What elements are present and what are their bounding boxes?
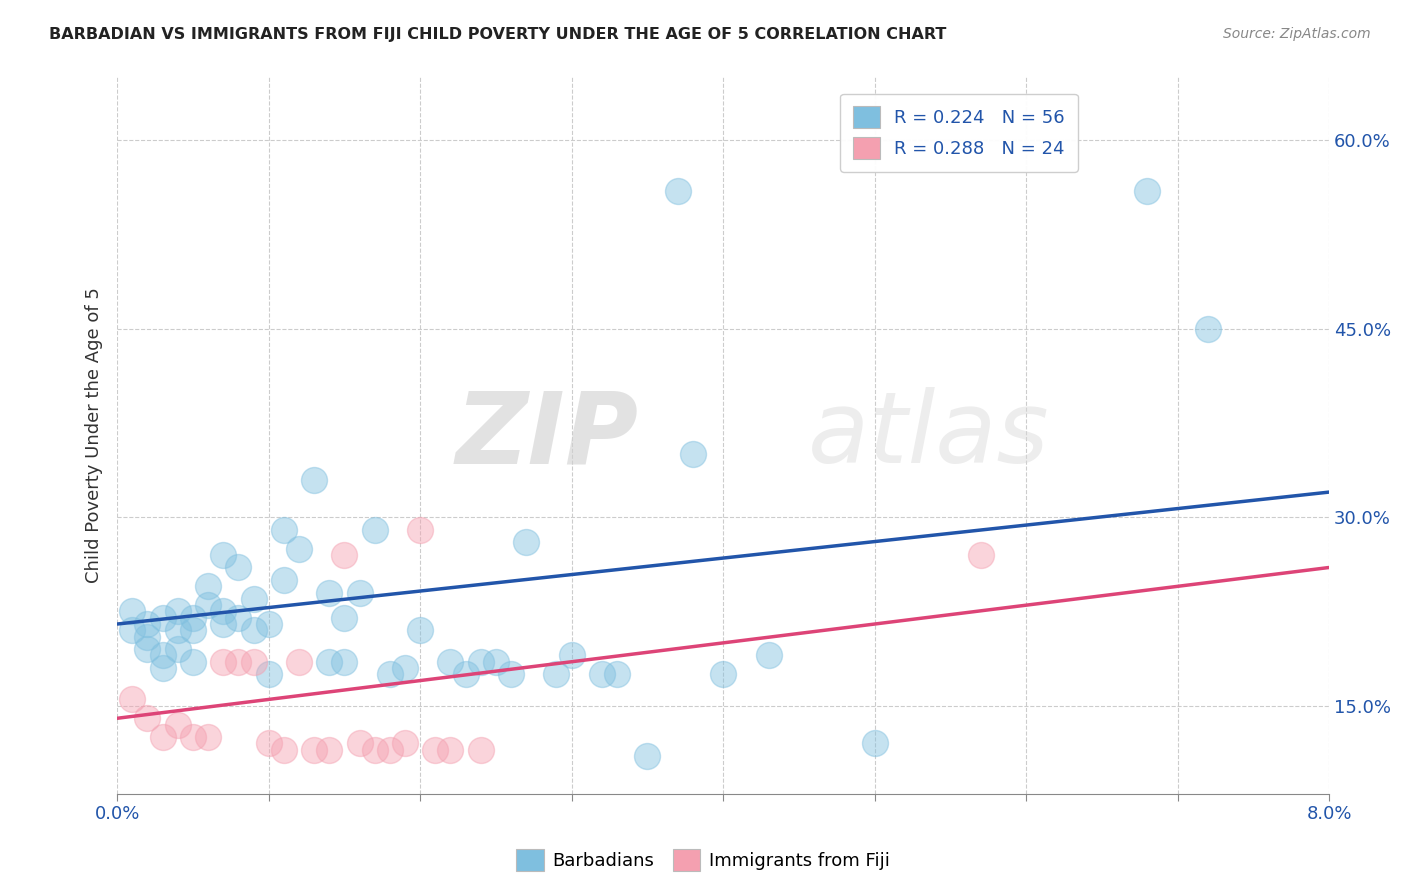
Point <box>273 523 295 537</box>
Point <box>499 667 522 681</box>
Y-axis label: Child Poverty Under the Age of 5: Child Poverty Under the Age of 5 <box>86 287 103 583</box>
Point <box>152 648 174 663</box>
Point <box>136 642 159 657</box>
Point <box>166 642 188 657</box>
Point <box>409 523 432 537</box>
Text: BARBADIAN VS IMMIGRANTS FROM FIJI CHILD POVERTY UNDER THE AGE OF 5 CORRELATION C: BARBADIAN VS IMMIGRANTS FROM FIJI CHILD … <box>49 27 946 42</box>
Point <box>152 730 174 744</box>
Point <box>561 648 583 663</box>
Point <box>166 624 188 638</box>
Legend: R = 0.224   N = 56, R = 0.288   N = 24: R = 0.224 N = 56, R = 0.288 N = 24 <box>841 94 1077 172</box>
Point <box>515 535 537 549</box>
Point <box>136 617 159 632</box>
Point <box>394 661 416 675</box>
Point <box>257 617 280 632</box>
Point <box>212 605 235 619</box>
Point <box>425 742 447 756</box>
Point <box>969 548 991 562</box>
Point <box>242 624 264 638</box>
Point <box>349 585 371 599</box>
Point <box>318 655 340 669</box>
Point <box>409 624 432 638</box>
Point <box>1136 184 1159 198</box>
Point <box>136 630 159 644</box>
Point <box>212 617 235 632</box>
Point <box>152 611 174 625</box>
Point <box>302 742 325 756</box>
Point <box>197 598 219 612</box>
Point <box>394 736 416 750</box>
Point <box>485 655 508 669</box>
Point <box>166 605 188 619</box>
Point <box>606 667 628 681</box>
Text: Source: ZipAtlas.com: Source: ZipAtlas.com <box>1223 27 1371 41</box>
Point <box>364 523 387 537</box>
Point <box>758 648 780 663</box>
Point <box>212 548 235 562</box>
Point <box>242 655 264 669</box>
Point <box>288 541 311 556</box>
Point <box>470 742 492 756</box>
Point <box>302 473 325 487</box>
Point <box>470 655 492 669</box>
Point <box>166 717 188 731</box>
Point <box>454 667 477 681</box>
Point <box>439 742 461 756</box>
Legend: Barbadians, Immigrants from Fiji: Barbadians, Immigrants from Fiji <box>509 842 897 879</box>
Point <box>288 655 311 669</box>
Point <box>136 711 159 725</box>
Point <box>181 624 204 638</box>
Point <box>273 573 295 587</box>
Point <box>378 742 401 756</box>
Point <box>121 692 143 706</box>
Point <box>333 548 356 562</box>
Point <box>364 742 387 756</box>
Point <box>181 730 204 744</box>
Point <box>197 730 219 744</box>
Point <box>666 184 689 198</box>
Point <box>228 611 250 625</box>
Point <box>318 585 340 599</box>
Point <box>197 579 219 593</box>
Point <box>378 667 401 681</box>
Point <box>257 667 280 681</box>
Point <box>349 736 371 750</box>
Text: ZIP: ZIP <box>456 387 638 484</box>
Point <box>121 605 143 619</box>
Point <box>152 661 174 675</box>
Point <box>181 611 204 625</box>
Point <box>318 742 340 756</box>
Point <box>591 667 613 681</box>
Point <box>242 591 264 606</box>
Point <box>636 749 658 764</box>
Point <box>863 736 886 750</box>
Point <box>1197 322 1219 336</box>
Point <box>682 447 704 461</box>
Point <box>181 655 204 669</box>
Point <box>711 667 734 681</box>
Point <box>121 624 143 638</box>
Point <box>212 655 235 669</box>
Point <box>439 655 461 669</box>
Text: atlas: atlas <box>808 387 1049 484</box>
Point <box>546 667 568 681</box>
Point <box>228 560 250 574</box>
Point <box>257 736 280 750</box>
Point <box>273 742 295 756</box>
Point <box>333 611 356 625</box>
Point <box>228 655 250 669</box>
Point <box>333 655 356 669</box>
